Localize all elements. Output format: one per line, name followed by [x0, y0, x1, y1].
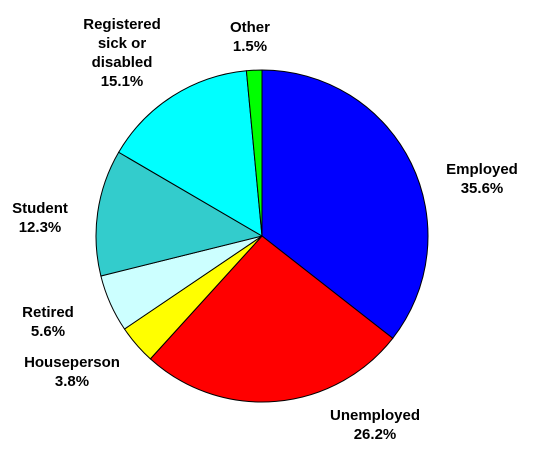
category-label: Houseperson	[24, 354, 120, 371]
pie-slice	[149, 235, 394, 403]
pie-slice	[261, 69, 429, 339]
slice-label: Student 12.3%	[0, 199, 90, 237]
pie-slice	[95, 151, 264, 277]
pie-slice	[245, 69, 263, 237]
category-label: Retired	[22, 304, 74, 321]
slice-label: Unemployed 26.2%	[325, 406, 425, 444]
value-label: 26.2%	[353, 426, 397, 443]
slice-label: Other 1.5%	[200, 18, 300, 56]
slice-label: Retired 5.6%	[0, 303, 98, 341]
category-label: Employed	[446, 161, 518, 178]
value-label: 5.6%	[30, 323, 66, 340]
value-label: 12.3%	[18, 219, 62, 236]
slice-label: Registered sick or disabled 15.1%	[72, 15, 172, 91]
slice-label: Houseperson 3.8%	[22, 353, 122, 391]
category-label: Student	[12, 200, 68, 217]
slice-label: Employed 35.6%	[432, 160, 532, 198]
pie-slice	[117, 70, 263, 237]
category-label: Unemployed	[329, 407, 420, 424]
value-label: 3.8%	[54, 373, 90, 390]
value-label: 35.6%	[460, 180, 504, 197]
category-label: Other	[229, 19, 270, 36]
category-label: Registered sick or disabled	[83, 16, 161, 71]
value-label: 1.5%	[232, 38, 268, 55]
value-label: 15.1%	[100, 73, 144, 90]
